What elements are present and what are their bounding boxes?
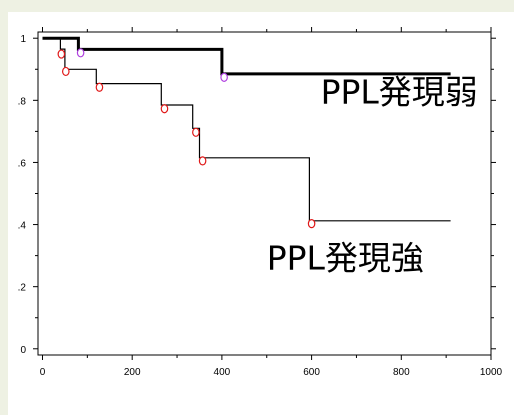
censor-mark-strong: [198, 156, 207, 166]
censor-mark-strong: [192, 127, 200, 137]
x-tick-label: 800: [393, 367, 410, 378]
censor-mark-strong: [57, 49, 66, 59]
chart-axes: [37, 31, 492, 356]
y-tick-label: .8: [18, 96, 27, 107]
x-tick-label: 400: [214, 367, 231, 378]
series-label-weak: PPL発現弱: [321, 72, 478, 111]
censor-mark-strong: [160, 104, 169, 114]
y-tick-label: .6: [18, 158, 27, 169]
chart-series: [42, 36, 451, 222]
survival-chart: 0 200 400 600 800 1000 0 .2 .4 .6 .8 1 PPL発現弱 PPL発現強: [18, 27, 503, 378]
x-tick-label: 0: [40, 367, 46, 378]
y-tick-label: .4: [18, 221, 27, 232]
series-label-strong: PPL発現強: [267, 239, 424, 278]
chart-frame: 0 200 400 600 800 1000 0 .2 .4 .6 .8 1 PPL発現弱 PPL発現強: [8, 12, 514, 415]
censor-mark-strong: [95, 82, 104, 92]
censor-mark-strong: [62, 66, 70, 77]
x-tick-label: 1000: [480, 367, 503, 378]
chart-ticks: 0 200 400 600 800 1000 0 .2 .4 .6 .8 1: [18, 27, 503, 378]
censor-mark-strong: [307, 219, 316, 229]
series-line-weak: [42, 36, 451, 76]
y-tick-label: 0: [20, 345, 26, 356]
y-tick-label: 1: [20, 34, 26, 45]
chart-censor-marks: [57, 48, 316, 229]
y-tick-label: .2: [18, 283, 27, 294]
chart-annotations: PPL発現弱 PPL発現強: [267, 72, 478, 277]
censor-mark-weak: [220, 72, 228, 82]
x-tick-label: 200: [124, 367, 141, 378]
plot-area: [37, 31, 492, 356]
series-line-strong: [42, 37, 451, 222]
x-tick-label: 600: [303, 367, 320, 378]
censor-mark-weak: [76, 48, 85, 58]
